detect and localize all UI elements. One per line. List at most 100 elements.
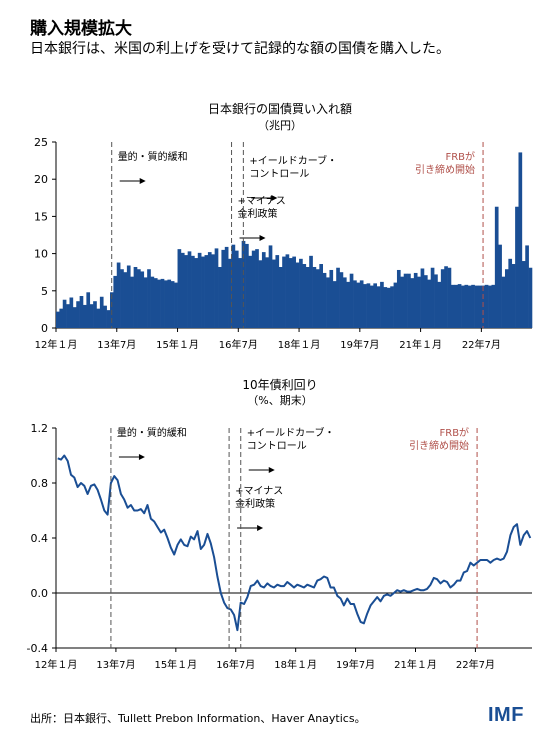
bar (170, 281, 175, 328)
bar (484, 284, 489, 328)
bar (153, 278, 158, 328)
bar (471, 284, 475, 328)
bar (255, 249, 259, 328)
bar (66, 304, 70, 328)
bar (69, 297, 74, 328)
bar (423, 275, 428, 328)
bar (241, 240, 246, 328)
bar (285, 254, 290, 328)
bar (238, 258, 242, 328)
event-arrow-head (139, 178, 146, 184)
x-tick-label: 19年7月 (336, 658, 375, 671)
x-tick-label: 22年7月 (462, 338, 501, 351)
bar (407, 273, 411, 328)
bar (133, 266, 138, 328)
event-label: +マイナス (238, 195, 286, 207)
y-tick-label: 20 (34, 173, 48, 186)
x-tick-label: 18年１月 (274, 658, 317, 671)
bar (177, 249, 182, 328)
bar (302, 264, 307, 328)
bar (461, 285, 465, 328)
series-line (57, 454, 532, 632)
bar (99, 296, 104, 328)
bar (258, 260, 263, 328)
bar (72, 307, 77, 328)
bar (180, 252, 185, 328)
bar (191, 255, 195, 328)
bar (322, 272, 327, 328)
bar (157, 279, 161, 328)
bar (214, 248, 219, 328)
y-tick-label: 1.2 (31, 422, 49, 435)
y-tick-label: 25 (34, 136, 48, 149)
bar (474, 285, 479, 328)
event-label: +マイナス (235, 485, 283, 497)
bar (383, 287, 388, 328)
bar (113, 275, 118, 328)
bar (272, 259, 276, 328)
bar (204, 255, 209, 328)
bar (211, 254, 215, 328)
bar (467, 285, 472, 328)
bar (494, 206, 499, 328)
bar (477, 285, 482, 328)
bar (342, 277, 347, 328)
bar (221, 249, 226, 328)
bar (413, 272, 418, 328)
bar (420, 268, 425, 328)
event-label: FRBが (445, 150, 475, 163)
bar (339, 272, 344, 328)
bar (228, 258, 232, 328)
bar (147, 269, 151, 328)
bar (103, 305, 107, 328)
bar (305, 266, 310, 328)
bar (521, 261, 526, 328)
bar (444, 266, 448, 328)
bar (380, 281, 384, 328)
bar (234, 250, 239, 328)
bar (353, 280, 357, 328)
bar (282, 256, 286, 328)
bar (525, 245, 529, 328)
bar (224, 246, 229, 328)
x-tick-label: 21年１月 (394, 658, 437, 671)
bar (363, 284, 367, 328)
x-tick-label: 13年7月 (97, 338, 136, 351)
bar (366, 283, 371, 328)
bar (447, 267, 452, 328)
y-tick-label: 0.0 (31, 587, 49, 600)
y-tick-label: 0.4 (31, 532, 49, 545)
bar (393, 282, 398, 328)
x-tick-label: 12年１月 (35, 658, 78, 671)
event-label: 引き締め開始 (415, 163, 475, 176)
bar (150, 276, 155, 328)
bar (93, 301, 97, 328)
bar (515, 206, 519, 328)
bar (312, 266, 317, 328)
x-tick-label: 13年7月 (96, 658, 135, 671)
bar (160, 278, 165, 328)
bar (349, 273, 354, 328)
bar (218, 266, 222, 328)
bar (106, 310, 111, 328)
event-label: +イールドカーブ・ (249, 154, 337, 167)
bar (248, 255, 253, 328)
bar (140, 271, 145, 328)
bar (400, 276, 405, 328)
bar (137, 269, 141, 328)
event-label: FRBが (440, 426, 470, 439)
bar (299, 258, 303, 328)
y-tick-label: -0.4 (27, 642, 48, 655)
bar (356, 282, 361, 328)
bar (56, 311, 60, 328)
y-tick-label: 15 (34, 210, 48, 223)
page-title: 購入規模拡大 (30, 19, 132, 39)
bar (329, 269, 334, 328)
bar (288, 258, 293, 328)
bar (440, 269, 445, 328)
bar (83, 304, 87, 328)
x-tick-label: 18年１月 (278, 338, 321, 351)
bar (120, 269, 124, 328)
bar-chart-unit: （兆円） (258, 119, 302, 132)
bar (278, 266, 283, 328)
